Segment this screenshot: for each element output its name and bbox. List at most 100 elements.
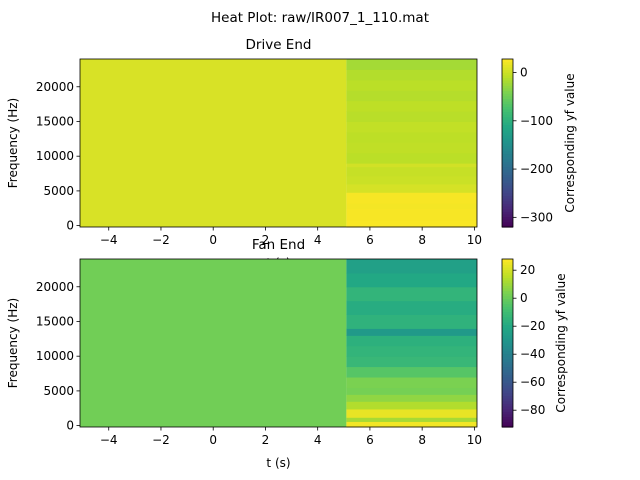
- colorbar-segment: [502, 301, 513, 305]
- colorbar-segment: [502, 74, 513, 78]
- axes-frame: [79, 58, 478, 228]
- colorbar-segment: [502, 177, 513, 181]
- x-tick-label: 8: [418, 233, 426, 247]
- colorbar-segment: [502, 266, 513, 271]
- heatmap-band: [346, 408, 477, 418]
- colorbar-segment: [502, 129, 513, 134]
- x-tick-label: −4: [100, 233, 118, 247]
- colorbar-segment: [502, 213, 513, 218]
- colorbar-segment: [502, 348, 513, 352]
- colorbar-segment: [502, 398, 513, 402]
- colorbar-segment: [502, 127, 513, 131]
- x-tick-label: 0: [209, 433, 217, 447]
- y-tick-label: 0: [66, 419, 74, 433]
- colorbar-segment: [502, 143, 513, 147]
- colorbar-segment: [502, 306, 513, 310]
- colorbar-segment: [502, 395, 513, 399]
- colorbar-segment: [502, 364, 513, 368]
- x-tick-label: 10: [467, 233, 482, 247]
- colorbar-tick-label: 20: [520, 263, 535, 277]
- colorbar-segment: [502, 403, 513, 407]
- heatmap-panel-1: −4 −2 0 2 4 6 8 10 0 5000 10000 15000 20000 Drive End…: [6, 37, 577, 270]
- colorbar-segment: [502, 377, 513, 381]
- colorbar-frame: [501, 258, 514, 428]
- colorbar-segment: [502, 353, 513, 357]
- colorbar-segment: [502, 392, 513, 397]
- colorbar-segment: [502, 287, 513, 292]
- colorbar-segment: [502, 80, 513, 84]
- colorbar-segment: [502, 124, 513, 128]
- heatmap-band: [346, 90, 477, 102]
- colorbar-segment: [502, 174, 513, 178]
- colorbar-segment: [502, 408, 513, 412]
- colorbar-segment: [502, 171, 513, 176]
- heatmap-band: [346, 111, 477, 122]
- colorbar-segment: [502, 101, 513, 105]
- panel-title: Fan End: [252, 237, 305, 253]
- colorbar-segment: [502, 259, 513, 263]
- colorbar-segment: [502, 343, 513, 347]
- heatmap-band: [346, 335, 477, 347]
- heatmap-region: [80, 259, 347, 427]
- heatmap-band: [346, 259, 477, 274]
- x-tick-label: 4: [314, 433, 322, 447]
- x-tick-label: 6: [366, 233, 374, 247]
- heatmap-band: [346, 152, 477, 164]
- colorbar-segment: [502, 319, 513, 323]
- colorbar-segment: [502, 340, 513, 344]
- colorbar-segment: [502, 371, 513, 376]
- x-tick-label: 4: [314, 233, 322, 247]
- colorbar-segment: [502, 211, 513, 215]
- colorbar-segment: [502, 148, 513, 152]
- colorbar-label: Corresponding yf value: [554, 273, 568, 412]
- colorbar-segment: [502, 413, 513, 418]
- colorbar-segment: [502, 416, 513, 420]
- heatmap-band: [346, 203, 477, 209]
- colorbar-segment: [502, 132, 513, 136]
- colorbar-segment: [502, 72, 513, 76]
- heatmap-band: [346, 272, 477, 288]
- colorbar-label: Corresponding yf value: [563, 73, 577, 212]
- y-axis-label: Frequency (Hz): [6, 298, 20, 389]
- colorbar-segment: [502, 203, 513, 207]
- colorbar-segment: [502, 122, 513, 126]
- colorbar-segment: [502, 182, 513, 186]
- colorbar-segment: [502, 161, 513, 165]
- colorbar-segment: [502, 200, 513, 204]
- x-tick-label: 10: [467, 433, 482, 447]
- y-tick-label: 5000: [43, 184, 74, 198]
- colorbar-segment: [502, 322, 513, 326]
- colorbar-segment: [502, 282, 513, 286]
- heatmap-band: [346, 175, 477, 185]
- colorbar-segment: [502, 103, 513, 107]
- heatmap-band: [346, 345, 477, 357]
- colorbar-segment: [502, 192, 513, 197]
- x-tick-label: 2: [262, 433, 270, 447]
- colorbar-segment: [502, 361, 513, 365]
- colorbar-tick-label: −20: [520, 319, 545, 333]
- heatmap-band: [346, 208, 477, 221]
- colorbar-segment: [502, 285, 513, 289]
- heatmap-region: [80, 59, 347, 227]
- colorbar-segment: [502, 61, 513, 65]
- colorbar-segment: [502, 390, 513, 394]
- heatmap-band: [346, 366, 477, 378]
- colorbar-frame: [501, 58, 514, 228]
- heatmap-band: [346, 100, 477, 112]
- colorbar: −300 −200 −100 0 Corresponding yf value: [501, 58, 577, 228]
- colorbar-segment: [502, 166, 513, 170]
- heatmap-band: [346, 131, 477, 143]
- panel-title: Drive End: [246, 37, 312, 53]
- x-axis-label: t (s): [266, 456, 290, 470]
- colorbar-segment: [502, 356, 513, 360]
- colorbar-segment: [502, 69, 513, 73]
- colorbar-segment: [502, 424, 513, 428]
- colorbar-segment: [502, 264, 513, 268]
- colorbar-segment: [502, 387, 513, 391]
- colorbar-segment: [502, 311, 513, 315]
- colorbar-segment: [502, 419, 513, 423]
- axes-frame: [79, 258, 478, 428]
- y-tick-label: 5000: [43, 384, 74, 398]
- x-tick-label: −2: [152, 233, 170, 247]
